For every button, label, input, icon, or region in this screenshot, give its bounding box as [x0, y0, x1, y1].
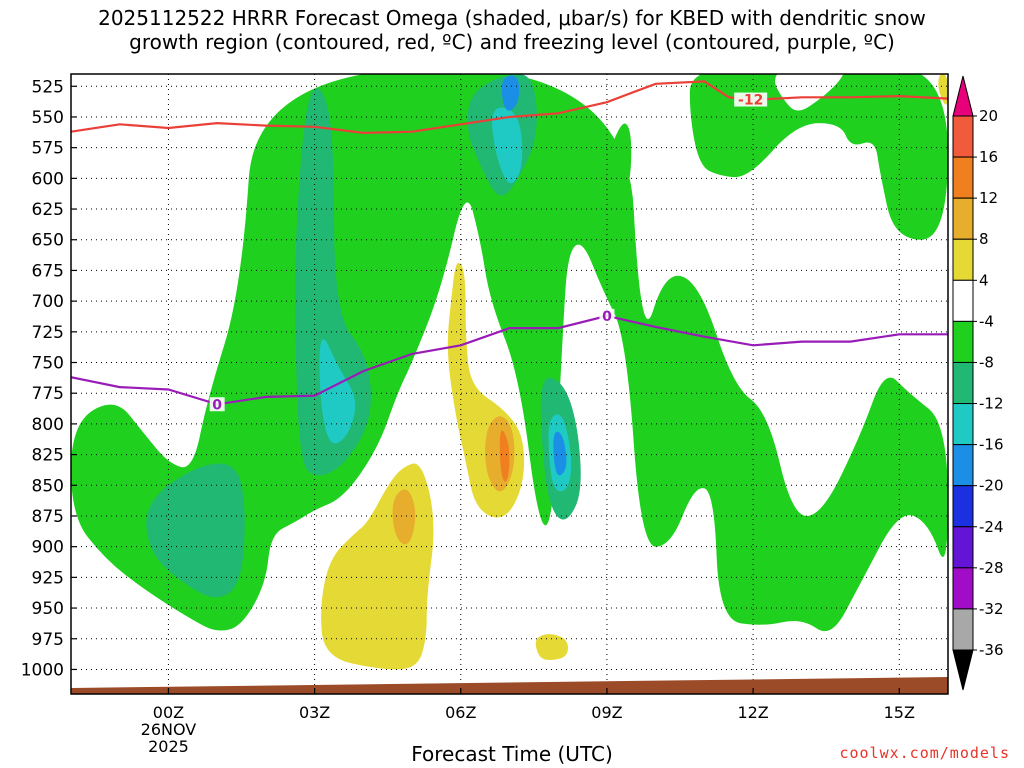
ground-wedge [71, 677, 948, 694]
colorbar-bottom-cap [952, 649, 974, 691]
x-tick-date: 26NOV [141, 720, 197, 739]
y-tick-label-625: 625 [32, 200, 64, 220]
colorbar-band-6 [952, 320, 974, 363]
y-axis: 525 550 575 600 625 650 675 700 725 750 775 800 825 8… [21, 77, 77, 680]
colorbar-label-3: 8 [979, 230, 989, 248]
y-tick-label-800: 800 [32, 415, 64, 435]
x-tick-label-12Z: 12Z [737, 703, 768, 722]
y-tick-label-775: 775 [32, 384, 64, 404]
omega-region-2 [604, 123, 632, 205]
chart-title: 2025112522 HRRR Forecast Omega (shaded, … [0, 6, 1024, 54]
colorbar-label-11: -28 [979, 559, 1004, 577]
y-tick-label-1000: 1000 [21, 660, 64, 680]
colorbar-band-10 [952, 485, 974, 528]
contour-label-0: -12 [738, 93, 763, 109]
y-tick-label-525: 525 [32, 77, 64, 97]
contour-label-2: 0 [602, 309, 612, 325]
y-tick-label-700: 700 [32, 292, 64, 312]
plot-border [70, 73, 949, 695]
colorbar-band-8 [952, 403, 974, 446]
plot-frame [70, 73, 949, 695]
omega-region-17 [392, 489, 416, 545]
omega-region-4 [295, 88, 371, 476]
ground-surface [71, 677, 948, 694]
omega-region-18 [499, 430, 510, 482]
y-tick-label-550: 550 [32, 108, 64, 128]
contour-label-1: 0 [212, 397, 222, 413]
colorbar-band-12 [952, 567, 974, 610]
omega-region-3 [146, 463, 245, 598]
colorbar-label-10: -24 [979, 518, 1004, 536]
colorbar-label-1: 16 [979, 148, 998, 166]
y-tick-label-725: 725 [32, 323, 64, 343]
colorbar-band-2 [952, 156, 974, 199]
colorbar-label-0: 20 [979, 107, 998, 125]
title-line-2: growth region (contoured, red, ºC) and f… [129, 30, 895, 54]
omega-region-10 [501, 75, 520, 111]
omega-shading [71, 74, 948, 670]
colorbar-band-3 [952, 197, 974, 240]
title-line-1: 2025112522 HRRR Forecast Omega (shaded, … [98, 6, 926, 30]
colorbar-legend: 20 16 12 8 4 -4 -8 -12 -16 -20 -24 -28 -32 -36 [952, 75, 1004, 691]
y-tick-label-875: 875 [32, 507, 64, 527]
y-tick-label-850: 850 [32, 476, 64, 496]
colorbar-band-9 [952, 444, 974, 487]
colorbar-label-9: -20 [979, 477, 1004, 495]
omega-region-15 [938, 74, 948, 105]
y-tick-label-575: 575 [32, 139, 64, 159]
x-tick-label-15Z: 15Z [884, 703, 915, 722]
omega-region-11 [553, 431, 567, 476]
colorbar-band-5 [952, 279, 974, 322]
x-tick-label-09Z: 09Z [591, 703, 622, 722]
colorbar-label-4: 4 [979, 271, 989, 289]
y-tick-label-675: 675 [32, 261, 64, 281]
grid-lines [71, 74, 948, 694]
x-tick-label-03Z: 03Z [299, 703, 330, 722]
contour-labels: -12 0 0 [209, 92, 768, 413]
colorbar-top-cap [952, 75, 974, 117]
colorbar-label-12: -32 [979, 600, 1004, 618]
colorbar-label-5: -4 [979, 312, 994, 330]
colorbar-label-7: -12 [979, 395, 1004, 413]
colorbar-label-13: -36 [979, 641, 1004, 659]
y-tick-label-975: 975 [32, 630, 64, 650]
contour-label-bg-2 [599, 308, 615, 323]
colorbar-label-2: 12 [979, 189, 998, 207]
omega-region-14 [535, 634, 568, 660]
x-tick-label-06Z: 06Z [445, 703, 476, 722]
omega-region-1 [689, 74, 948, 240]
y-tick-label-950: 950 [32, 599, 64, 619]
dgz-minus12-contour [71, 80, 948, 135]
contour-label-bg-1 [209, 397, 225, 412]
colorbar-label-8: -16 [979, 436, 1004, 454]
x-axis-label: Forecast Time (UTC) [411, 742, 613, 766]
x-tick-label-00Z: 00Z [153, 703, 184, 722]
y-tick-label-925: 925 [32, 568, 64, 588]
x-tick-year: 2025 [148, 737, 189, 756]
colorbar-band-11 [952, 526, 974, 569]
colorbar-band-1 [952, 115, 974, 158]
colorbar-label-6: -8 [979, 353, 994, 371]
y-tick-label-750: 750 [32, 354, 64, 374]
y-tick-label-650: 650 [32, 231, 64, 251]
contour-label-bg-0 [734, 92, 768, 107]
colorbar-band-4 [952, 238, 974, 281]
omega-region-8 [492, 107, 523, 184]
colorbar-band-13 [952, 608, 974, 651]
omega-region-7 [319, 339, 356, 444]
omega-region-0 [71, 74, 948, 632]
source-credit: coolwx.com/models [839, 744, 1010, 762]
y-tick-label-600: 600 [32, 169, 64, 189]
colorbar-band-7 [952, 361, 974, 405]
y-tick-label-825: 825 [32, 446, 64, 466]
y-tick-label-900: 900 [32, 538, 64, 558]
